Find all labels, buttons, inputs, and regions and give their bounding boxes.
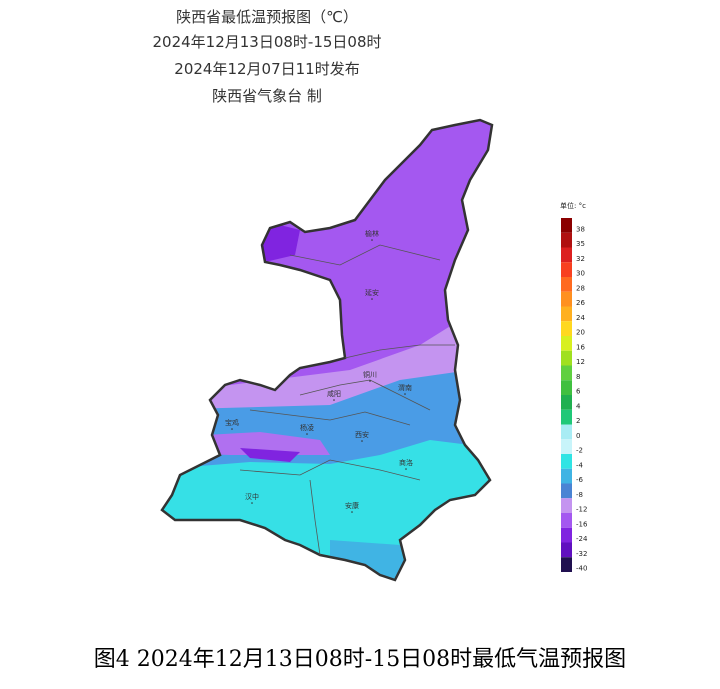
city-marker	[361, 440, 363, 442]
legend-label: 12	[576, 358, 585, 366]
legend-swatch	[561, 262, 572, 277]
legend-title: 单位: °c	[560, 201, 586, 210]
legend-swatch	[561, 232, 572, 248]
boundaries	[239, 244, 455, 556]
legend-label: -6	[576, 476, 584, 484]
legend-swatch	[561, 557, 572, 572]
legend-label: 16	[576, 343, 585, 351]
legend-swatch	[561, 454, 572, 469]
city-label: 汉中	[245, 492, 259, 501]
city-marker	[371, 298, 373, 300]
legend-label: 20	[576, 329, 585, 337]
legend-swatch	[561, 542, 572, 558]
legend-label: 24	[576, 314, 585, 322]
legend-label: 6	[576, 388, 581, 396]
legend-swatch	[561, 277, 572, 292]
city-label: 西安	[355, 430, 369, 439]
legend-label: 32	[576, 255, 585, 263]
city-marker	[251, 502, 253, 504]
city-label: 榆林	[365, 229, 379, 238]
legend-label: -40	[576, 565, 587, 573]
legend-swatch	[561, 291, 572, 307]
legend-swatch	[561, 336, 572, 351]
legend-swatch	[561, 365, 572, 381]
legend-label: -16	[576, 520, 588, 528]
legend-swatch	[561, 218, 572, 233]
legend-label: -4	[576, 461, 584, 469]
city-marker	[333, 399, 335, 401]
city-label: 渭南	[398, 383, 412, 392]
legend-swatch	[561, 380, 572, 395]
legend-swatch	[561, 424, 572, 440]
legend-swatch	[561, 409, 572, 425]
legend-label: -12	[576, 506, 587, 514]
legend-swatch	[561, 439, 572, 454]
city-label: 咸阳	[327, 389, 341, 398]
legend-label: -2	[576, 447, 583, 455]
city-label: 宝鸡	[225, 418, 239, 427]
header-line: 2024年12月07日11时发布	[174, 60, 359, 78]
city-label: 铜川	[363, 370, 377, 379]
legend-label: 4	[576, 402, 581, 410]
legend-label: -8	[576, 491, 583, 499]
header-line: 陕西省最低温预报图（℃）	[176, 8, 358, 26]
city-label: 安康	[345, 501, 359, 510]
legend-swatch	[561, 395, 572, 410]
city-marker	[306, 433, 308, 435]
legend-swatch	[561, 468, 572, 484]
legend-label: 30	[576, 270, 585, 278]
city-marker	[404, 393, 406, 395]
caption: 图4 2024年12月13日08时-15日08时最低气温预报图	[94, 647, 626, 672]
city-marker	[369, 380, 371, 382]
legend-label: 35	[576, 240, 585, 248]
legend-swatch	[561, 527, 572, 543]
city-marker	[351, 511, 353, 513]
header-line: 陕西省气象台 制	[212, 87, 322, 105]
city-label: 杨凌	[300, 423, 314, 432]
legend-label: -24	[576, 535, 588, 543]
legend-label: 8	[576, 373, 580, 381]
legend-swatch	[561, 247, 572, 263]
legend-label: 2	[576, 417, 580, 425]
city-marker	[371, 239, 373, 241]
city-marker	[231, 428, 233, 430]
legend-swatch	[561, 498, 572, 513]
city-label: 延安	[365, 288, 379, 297]
legend-label: 26	[576, 299, 585, 307]
city-marker	[405, 468, 407, 470]
legend-swatch	[561, 350, 572, 366]
header-line: 2024年12月13日08时-15日08时	[152, 33, 381, 51]
legend-label: 38	[576, 225, 585, 233]
legend-swatch	[561, 321, 572, 336]
legend-swatch	[561, 513, 572, 528]
legend-label: 0	[576, 432, 580, 440]
legend-swatch	[561, 306, 572, 322]
legend-label: -32	[576, 550, 587, 558]
legend-label: 28	[576, 284, 585, 292]
legend-swatch	[561, 483, 572, 499]
city-label: 商洛	[399, 458, 413, 467]
